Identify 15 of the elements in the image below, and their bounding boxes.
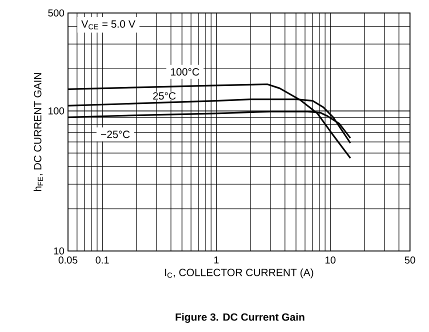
text: Figure 3. DC Current Gain — [176, 313, 304, 323]
x-axis-title: I$_{C}$, COLLECTOR CURRENT (A) — [165, 268, 314, 278]
series-label: −25°C — [101, 130, 130, 138]
annotation: V$_{CE}$ = 5.0 V — [81, 20, 136, 30]
x-tick-label: 50 — [404, 256, 416, 264]
x-tick-label: 0.05 — [58, 256, 78, 264]
x-tick-label: 10 — [326, 256, 336, 264]
y-tick-label: 500 — [48, 9, 64, 17]
series-label: 100°C — [171, 68, 200, 76]
y-axis-title: h$_{FE}$, DC CURRENT GAIN — [34, 73, 43, 192]
series-label: 25°C — [153, 92, 176, 100]
x-tick-label: 1 — [214, 256, 219, 264]
y-tick-label: 100 — [48, 107, 64, 114]
x-tick-label: 0.1 — [96, 256, 109, 264]
y-tick-label: 10 — [54, 247, 64, 255]
